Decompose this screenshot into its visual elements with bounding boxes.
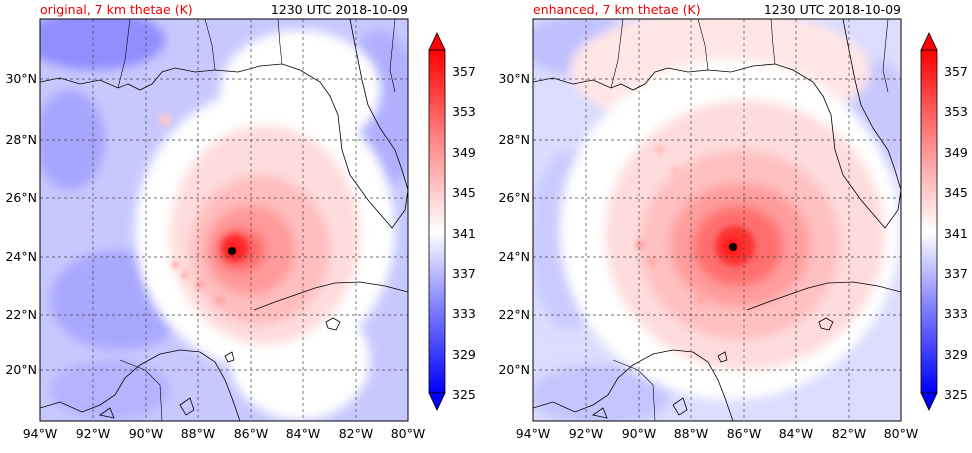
lat-tick-label: 30°N — [5, 71, 37, 86]
colorbar-tick-label: 329 — [452, 347, 476, 362]
colorbar-tick-label: 353 — [452, 104, 476, 119]
right-gridlines — [533, 19, 901, 421]
lon-tick-label: 86°W — [234, 426, 269, 441]
right-lat-ticks: 30°N 28°N 26°N 24°N 22°N 20°N — [498, 71, 530, 377]
lat-tick-label: 26°N — [498, 190, 530, 205]
right-coastlines — [533, 19, 901, 421]
lat-tick-label: 28°N — [5, 132, 37, 147]
right-map-panel: enhanced, 7 km thetae (K) 1230 UTC 2018-… — [498, 2, 918, 441]
lon-tick-label: 84°W — [286, 426, 321, 441]
lon-tick-label: 92°W — [569, 426, 604, 441]
lon-tick-label: 80°W — [884, 426, 919, 441]
lon-tick-label: 94°W — [516, 426, 551, 441]
colorbar-tick-label: 357 — [944, 64, 968, 79]
colorbar-tick-label: 349 — [452, 145, 476, 160]
lon-tick-label: 82°W — [832, 426, 867, 441]
right-map-frame — [532, 18, 902, 422]
lon-tick-label: 84°W — [779, 426, 814, 441]
left-map-panel: original, 7 km thetae (K) 1230 UTC 2018-… — [5, 2, 425, 441]
right-lon-ticks: 94°W 92°W 90°W 88°W 86°W 84°W 82°W 80°W — [516, 426, 919, 441]
colorbar-tick-label: 345 — [944, 185, 968, 200]
left-panel-title: original, 7 km thetae (K) — [40, 2, 193, 17]
colorbar-tick-label: 325 — [452, 387, 476, 402]
left-map-frame — [39, 18, 409, 422]
lon-tick-label: 94°W — [23, 426, 58, 441]
colorbar-tick-label: 357 — [452, 64, 476, 79]
right-colorbar-min-arrow — [920, 392, 938, 411]
right-map-field — [533, 19, 901, 421]
right-colorbar-max-arrow — [920, 32, 938, 51]
lon-tick-label: 80°W — [391, 426, 426, 441]
colorbar-tick-label: 337 — [944, 266, 968, 281]
lon-tick-label: 90°W — [129, 426, 164, 441]
lat-tick-label: 20°N — [498, 362, 530, 377]
right-panel-title: enhanced, 7 km thetae (K) — [533, 2, 701, 17]
lat-tick-label: 22°N — [498, 307, 530, 322]
left-storm-center-marker — [228, 247, 236, 255]
lon-tick-label: 82°W — [339, 426, 374, 441]
right-panel-time: 1230 UTC 2018-10-09 — [764, 2, 901, 17]
left-map-field — [40, 19, 408, 421]
lat-tick-label: 20°N — [5, 362, 37, 377]
left-gridlines — [40, 19, 408, 421]
lat-tick-label: 28°N — [498, 132, 530, 147]
left-panel-time: 1230 UTC 2018-10-09 — [271, 2, 408, 17]
lon-tick-label: 92°W — [76, 426, 111, 441]
lat-tick-label: 24°N — [498, 249, 530, 264]
colorbar-tick-label: 337 — [452, 266, 476, 281]
right-storm-center-marker — [729, 243, 737, 251]
left-colorbar-max-arrow — [428, 32, 446, 51]
lon-tick-label: 88°W — [674, 426, 709, 441]
left-coastlines — [40, 19, 408, 421]
colorbar-tick-label: 333 — [944, 306, 968, 321]
left-lon-ticks: 94°W 92°W 90°W 88°W 86°W 84°W 82°W 80°W — [23, 426, 426, 441]
left-colorbar-min-arrow — [428, 392, 446, 411]
lat-tick-label: 30°N — [498, 71, 530, 86]
colorbar-tick-label: 341 — [944, 226, 968, 241]
right-borders — [610, 19, 889, 421]
colorbar-tick-label: 333 — [452, 306, 476, 321]
lon-tick-label: 88°W — [181, 426, 216, 441]
lon-tick-label: 86°W — [727, 426, 762, 441]
colorbar-tick-label: 329 — [944, 347, 968, 362]
right-colorbar: 357 353 349 345 341 337 333 329 325 — [920, 32, 968, 411]
colorbar-tick-label: 353 — [944, 104, 968, 119]
colorbar-tick-label: 341 — [452, 226, 476, 241]
lat-tick-label: 22°N — [5, 307, 37, 322]
lat-tick-label: 24°N — [5, 249, 37, 264]
lat-tick-label: 26°N — [5, 190, 37, 205]
colorbar-tick-label: 325 — [944, 387, 968, 402]
left-colorbar: 357 353 349 345 341 337 333 329 325 — [428, 32, 476, 411]
left-lat-ticks: 30°N 28°N 26°N 24°N 22°N 20°N — [5, 71, 37, 377]
colorbar-tick-label: 349 — [944, 145, 968, 160]
lon-tick-label: 90°W — [622, 426, 657, 441]
colorbar-tick-label: 345 — [452, 185, 476, 200]
